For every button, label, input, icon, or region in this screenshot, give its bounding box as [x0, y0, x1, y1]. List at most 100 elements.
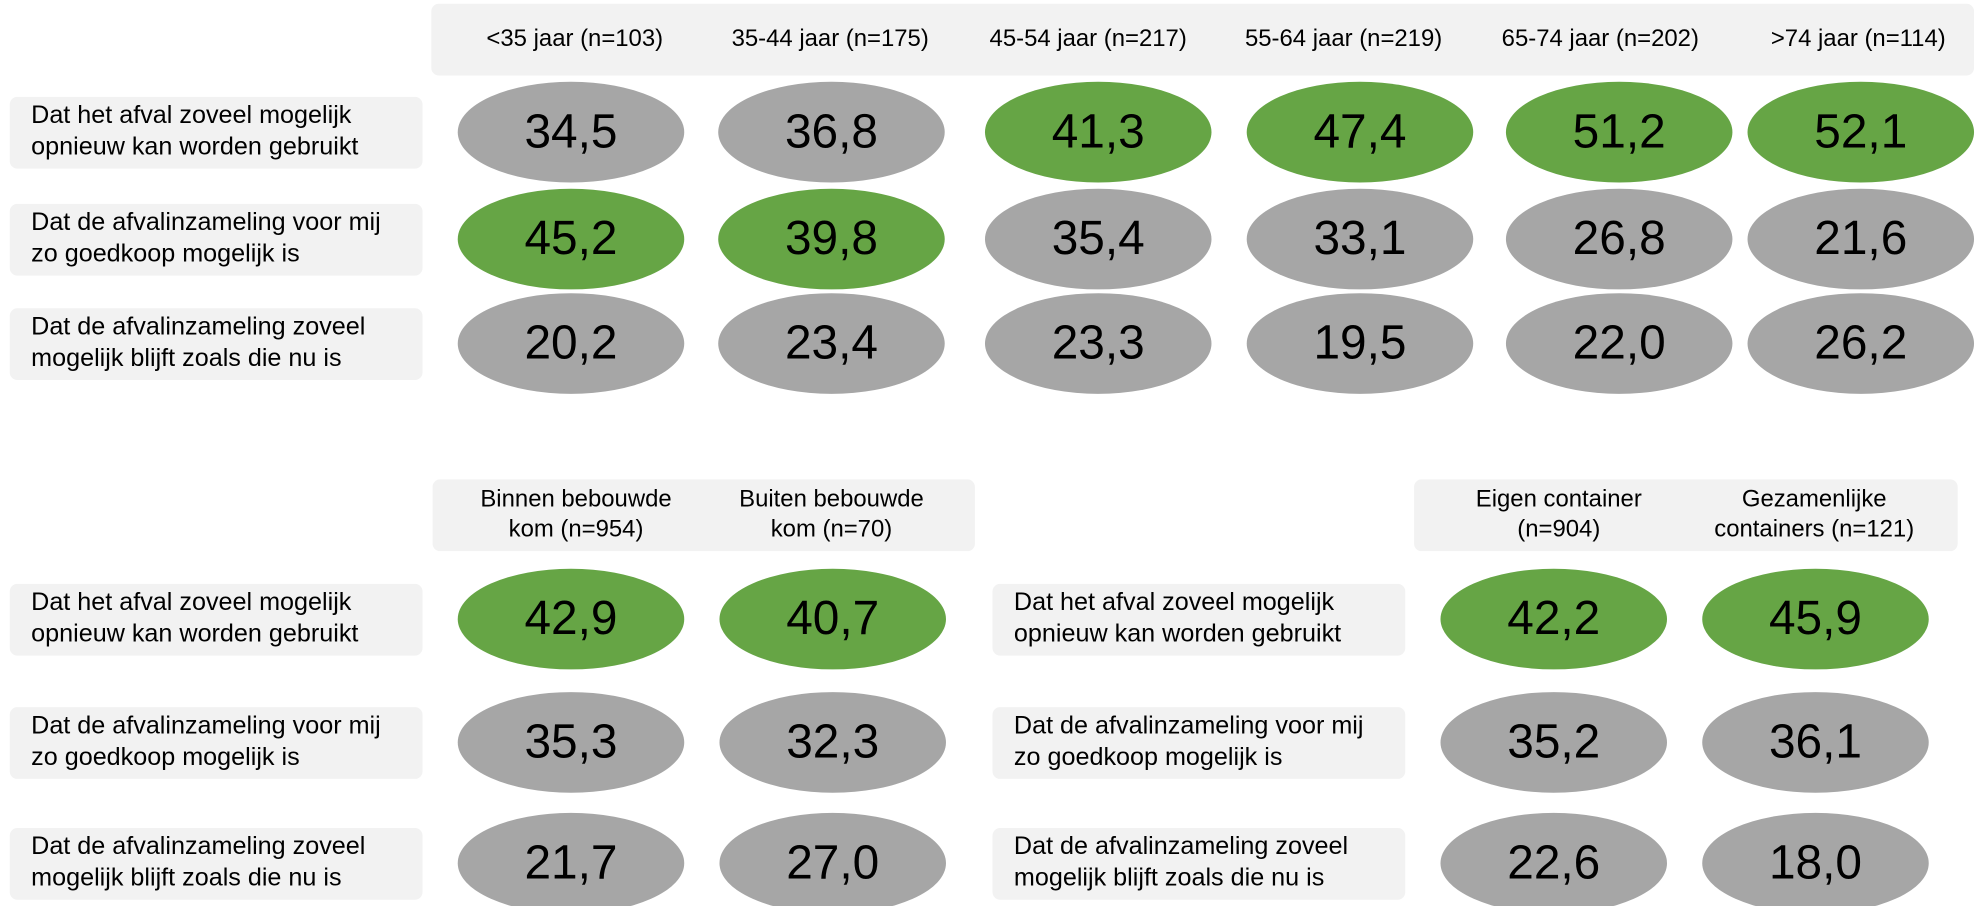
row-label: Dat de afvalinzameling voor mij: [1014, 711, 1364, 739]
value: 35,4: [1052, 212, 1145, 265]
value-bubble: [719, 692, 946, 793]
value: 27,0: [786, 836, 879, 889]
value: 35,3: [524, 716, 617, 769]
value-bubble: [457, 812, 685, 906]
value-bubble: [1440, 692, 1667, 793]
value-bubble: [457, 188, 685, 290]
value-bubble: [457, 692, 685, 793]
value: 41,3: [1052, 105, 1145, 158]
header-panel: [1414, 479, 1958, 552]
value-bubble: [1440, 812, 1667, 906]
row-label: Dat het afval zoveel mogelijk: [31, 588, 352, 616]
row-label: zo goedkoop mogelijk is: [1014, 743, 1282, 771]
column-header: <35 jaar (n=103): [486, 25, 663, 52]
row-label: Dat het afval zoveel mogelijk: [1014, 588, 1335, 616]
value: 52,1: [1814, 105, 1907, 158]
row-label-panel: [992, 827, 1406, 900]
header-panel: [431, 3, 1975, 76]
row-label: Dat de afvalinzameling zoveel: [1014, 832, 1348, 860]
column-header: 35-44 jaar (n=175): [732, 25, 929, 52]
value: 19,5: [1313, 317, 1406, 370]
row-label: mogelijk blijft zoals die nu is: [31, 344, 341, 372]
value-bubble: [1246, 81, 1474, 183]
value: 26,8: [1573, 212, 1666, 265]
row-label: zo goedkoop mogelijk is: [31, 239, 300, 267]
value-bubble: [719, 568, 946, 670]
row-label-panel: [992, 583, 1406, 656]
row-label: zo goedkoop mogelijk is: [31, 743, 300, 771]
value: 32,3: [786, 716, 879, 769]
value: 36,8: [785, 105, 878, 158]
value: 22,0: [1573, 317, 1666, 370]
value-bubble: [718, 293, 945, 394]
value: 23,4: [785, 317, 878, 370]
value-bubble: [1440, 568, 1667, 670]
value-bubble: [984, 188, 1212, 290]
column-header: Binnen bebouwde: [480, 486, 671, 513]
row-label-panel: [9, 203, 423, 276]
value-bubble: [1747, 188, 1975, 290]
row-label: opnieuw kan worden gebruikt: [1014, 619, 1341, 647]
value-bubble: [1505, 188, 1733, 290]
column-header: Buiten bebouwde: [739, 486, 924, 513]
value-bubble: [718, 81, 945, 183]
value-bubble: [1747, 81, 1975, 183]
row-label-panel: [9, 583, 423, 656]
row-label-panel: [9, 827, 423, 900]
row-label-panel: [9, 308, 423, 381]
column-header: 45-54 jaar (n=217): [990, 25, 1187, 52]
value: 23,3: [1052, 317, 1145, 370]
value-bubble: [1505, 293, 1733, 394]
row-label-panel: [992, 707, 1406, 779]
value-bubble: [1246, 188, 1474, 290]
column-header: kom (n=70): [771, 516, 893, 543]
value: 33,1: [1313, 212, 1406, 265]
column-header: >74 jaar (n=114): [1771, 25, 1946, 52]
column-header: 55-64 jaar (n=219): [1245, 25, 1442, 52]
value: 51,2: [1573, 105, 1666, 158]
value-bubble: [457, 293, 685, 394]
value: 21,7: [524, 836, 617, 889]
row-label: opnieuw kan worden gebruikt: [31, 619, 358, 647]
value-bubble: [1747, 293, 1975, 394]
value: 26,2: [1814, 317, 1907, 370]
row-label: mogelijk blijft zoals die nu is: [1014, 864, 1324, 892]
row-label: Dat het afval zoveel mogelijk: [31, 101, 352, 129]
value-bubble: [1246, 293, 1474, 394]
column-header: Gezamenlijke: [1742, 486, 1887, 513]
value: 20,2: [524, 317, 617, 370]
value: 22,6: [1507, 836, 1600, 889]
value: 21,6: [1814, 212, 1907, 265]
value-bubble: [1505, 81, 1733, 183]
row-label: opnieuw kan worden gebruikt: [31, 132, 358, 160]
row-label: Dat de afvalinzameling zoveel: [31, 312, 365, 340]
value-bubble: [718, 188, 945, 290]
value-bubble: [457, 81, 685, 183]
header-panel: [432, 479, 975, 552]
column-header: (n=904): [1517, 516, 1600, 543]
column-header: Eigen container: [1476, 486, 1642, 513]
value: 45,2: [524, 212, 617, 265]
value: 47,4: [1313, 105, 1406, 158]
value: 40,7: [786, 592, 879, 645]
column-header: kom (n=954): [509, 516, 644, 543]
value-bubble: [984, 81, 1212, 183]
row-label: Dat de afvalinzameling voor mij: [31, 711, 381, 739]
row-label-panel: [9, 96, 423, 169]
value: 42,9: [524, 592, 617, 645]
value: 36,1: [1769, 716, 1862, 769]
row-label-panel: [9, 707, 423, 779]
value: 45,9: [1769, 592, 1862, 645]
value-bubble: [984, 293, 1212, 394]
column-header: 65-74 jaar (n=202): [1502, 25, 1699, 52]
value-bubble: [1702, 568, 1929, 670]
column-header: containers (n=121): [1714, 516, 1914, 543]
value-bubble: [1702, 692, 1929, 793]
value: 34,5: [524, 105, 617, 158]
value-bubble: [457, 568, 685, 670]
value: 18,0: [1769, 836, 1862, 889]
value-bubble: [1702, 812, 1929, 906]
value: 42,2: [1507, 592, 1600, 645]
row-label: Dat de afvalinzameling zoveel: [31, 832, 365, 860]
